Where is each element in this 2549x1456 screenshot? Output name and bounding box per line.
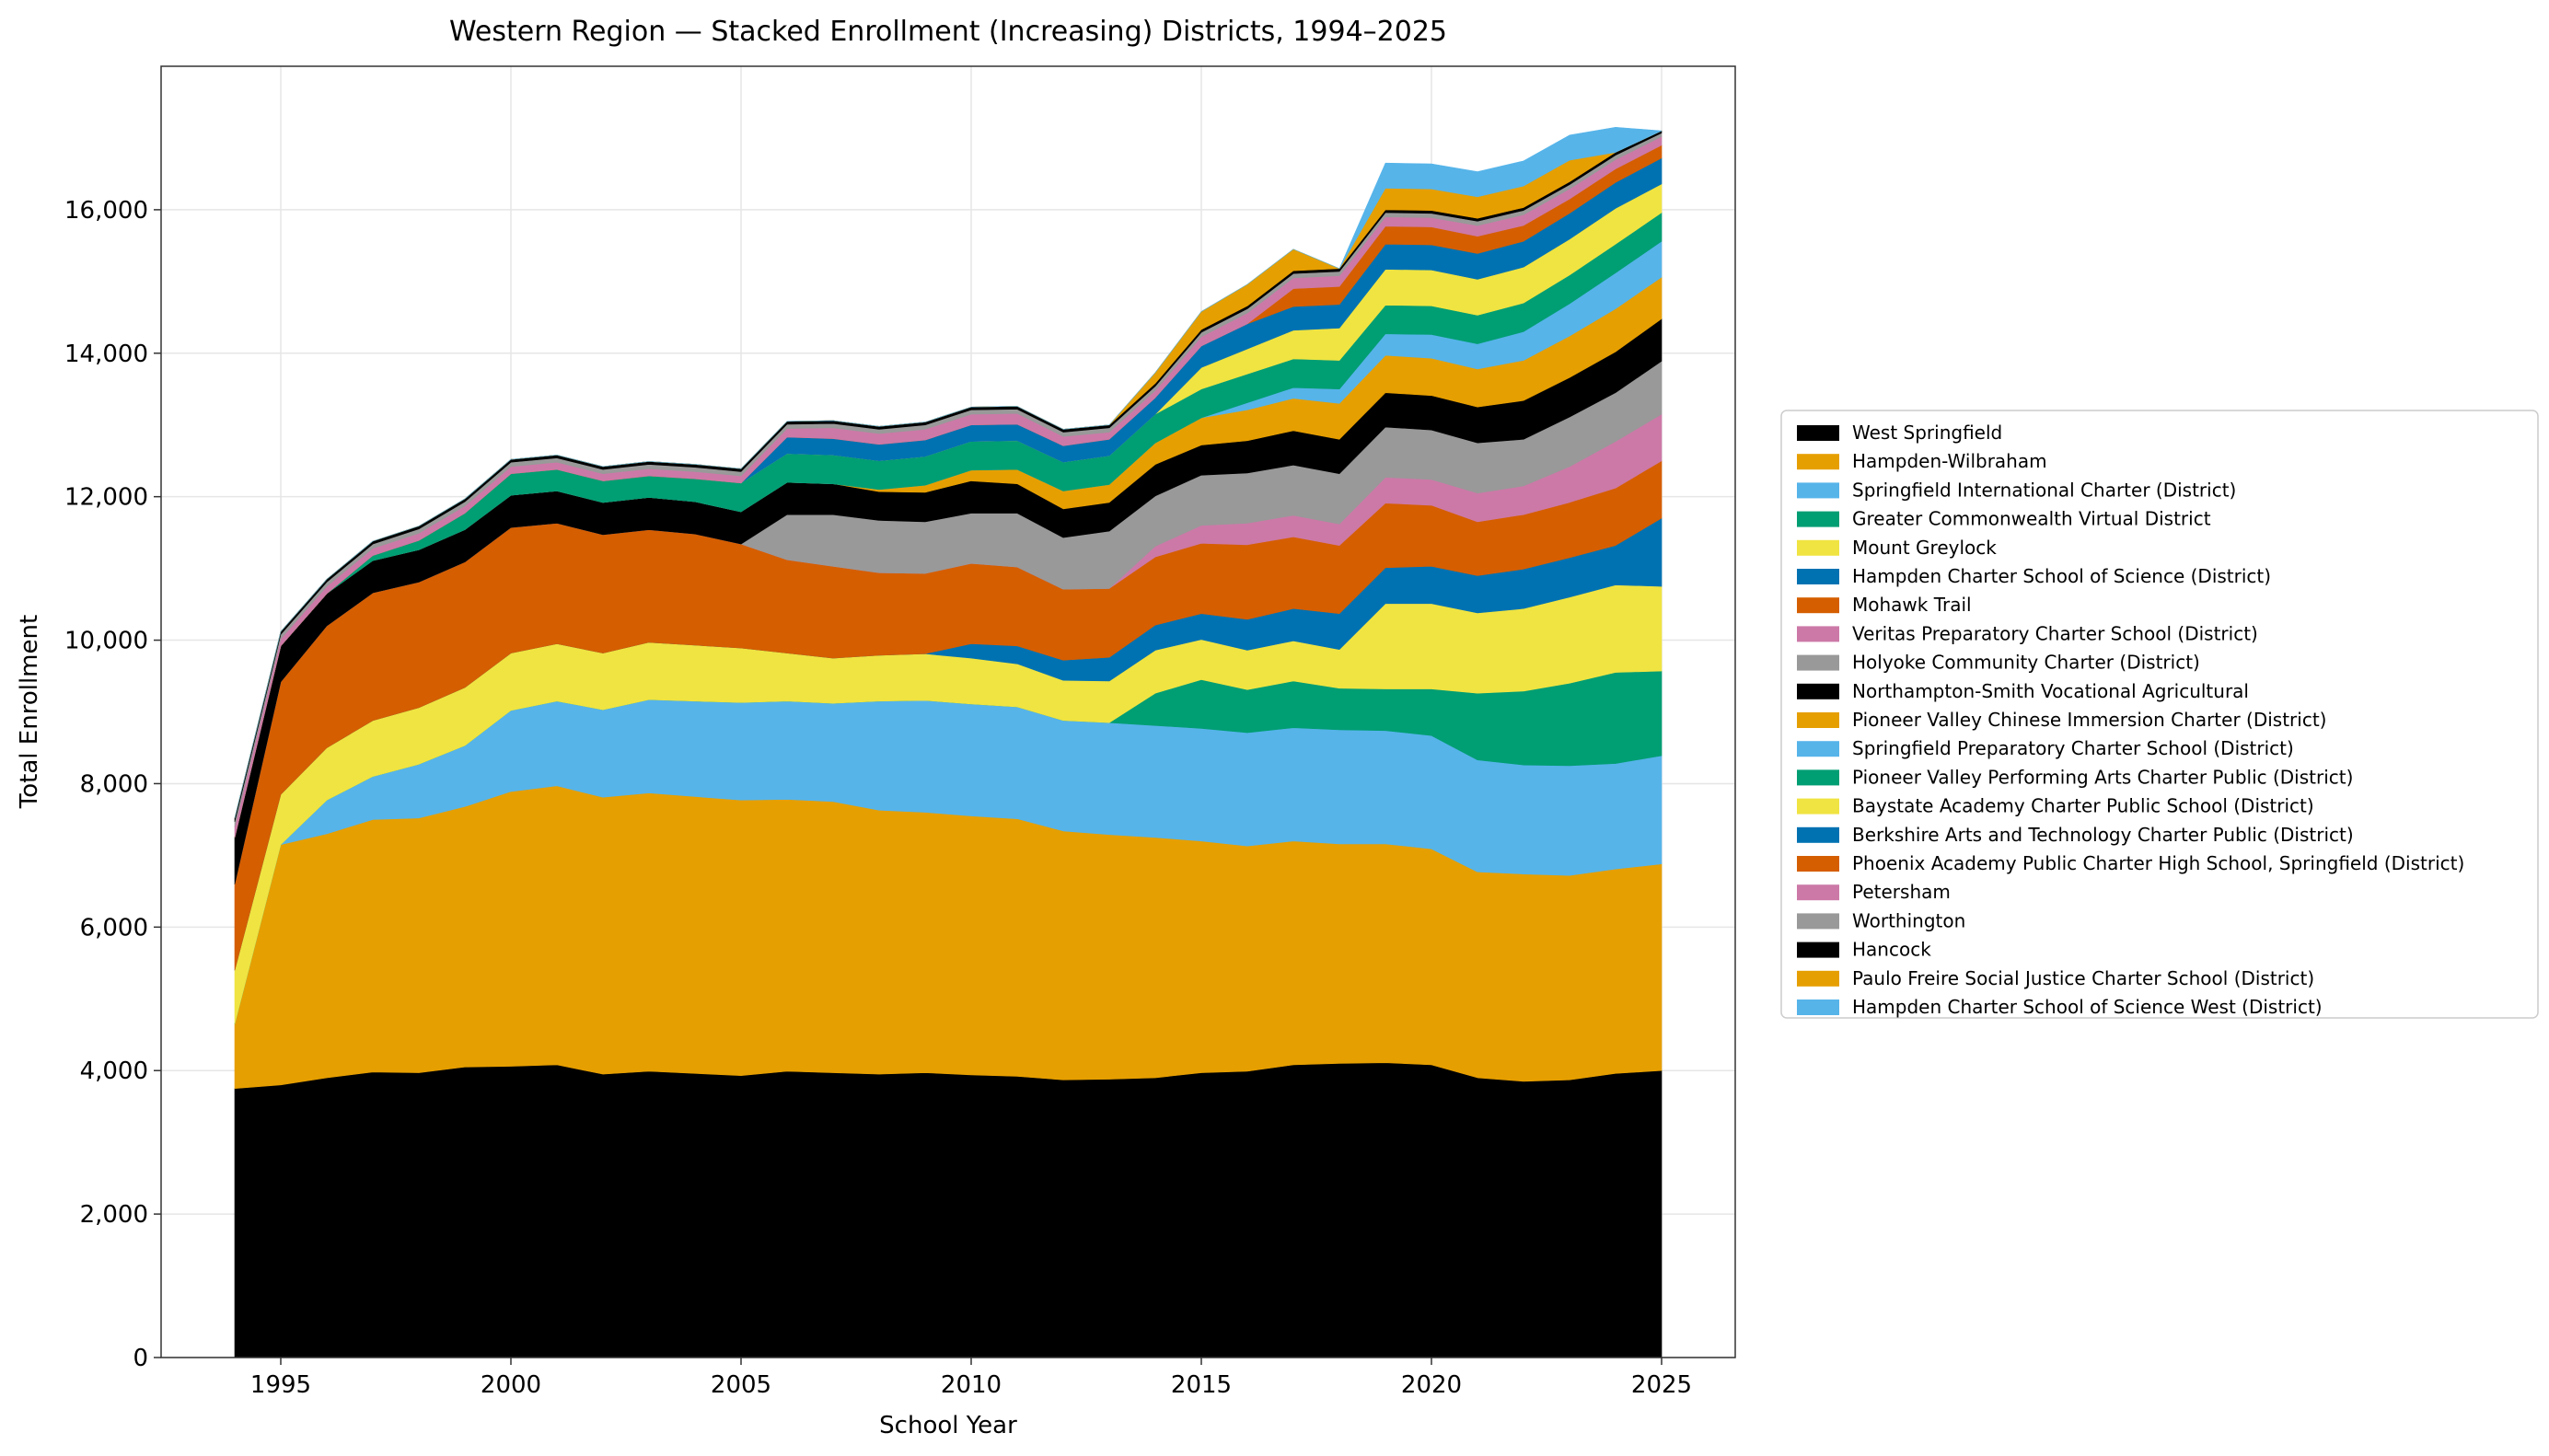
- legend-swatch: [1797, 1000, 1839, 1015]
- legend-swatch: [1797, 769, 1839, 786]
- legend-label: Berkshire Arts and Technology Charter Pu…: [1852, 824, 2354, 846]
- legend-label: Springfield International Charter (Distr…: [1852, 479, 2236, 501]
- y-tick-label: 14,000: [64, 341, 148, 368]
- legend-swatch: [1797, 454, 1839, 470]
- legend-swatch: [1797, 597, 1839, 614]
- legend-label: Greater Commonwealth Virtual District: [1852, 508, 2211, 530]
- legend-swatch: [1797, 826, 1839, 843]
- legend-label: Mohawk Trail: [1852, 594, 1972, 616]
- legend-swatch: [1797, 626, 1839, 642]
- x-tick-label: 2000: [481, 1371, 541, 1399]
- chart-title: Western Region — Stacked Enrollment (Inc…: [449, 16, 1447, 48]
- legend-swatch: [1797, 654, 1839, 671]
- legend-label: Pioneer Valley Performing Arts Charter P…: [1852, 766, 2353, 788]
- x-tick-label: 2010: [941, 1371, 1002, 1399]
- x-tick-label: 1995: [250, 1371, 311, 1399]
- y-tick-label: 0: [133, 1345, 148, 1372]
- y-tick-label: 8,000: [80, 770, 148, 798]
- x-tick-label: 2025: [1631, 1371, 1692, 1399]
- legend-label: Phoenix Academy Public Charter High Scho…: [1852, 852, 2464, 874]
- area-series-layer: [234, 126, 1663, 1358]
- legend-swatch: [1797, 856, 1839, 872]
- x-axis-label: School Year: [879, 1412, 1017, 1439]
- legend-label: Mount Greylock: [1852, 537, 1997, 559]
- legend-swatch: [1797, 884, 1839, 901]
- legend-label: West Springfield: [1852, 422, 2002, 444]
- legend-swatch: [1797, 683, 1839, 699]
- x-tick-label: 2015: [1171, 1371, 1232, 1399]
- legend-swatch: [1797, 798, 1839, 815]
- legend-label: Hancock: [1852, 939, 1931, 961]
- x-tick-label: 2005: [711, 1371, 771, 1399]
- legend-swatch: [1797, 425, 1839, 441]
- legend-label: Hampden-Wilbraham: [1852, 450, 2047, 472]
- legend-label: Paulo Freire Social Justice Charter Scho…: [1852, 967, 2314, 989]
- legend-swatch: [1797, 741, 1839, 757]
- axes: 0 2,000 4,000 6,000 8,000 10,000 12,000 14,000 1…: [64, 197, 1692, 1399]
- legend-swatch: [1797, 569, 1839, 584]
- legend-label: Baystate Academy Charter Public School (…: [1852, 795, 2314, 817]
- area-series-1: [234, 1062, 1663, 1358]
- legend-box: [1780, 410, 2539, 1019]
- y-axis-label: Total Enrollment: [16, 615, 43, 809]
- legend-label: Pioneer Valley Chinese Immersion Charter…: [1852, 709, 2326, 731]
- legend: West Springfield Hampden-Wilbraham Springf…: [1780, 410, 2539, 1019]
- legend-swatch: [1797, 712, 1839, 728]
- area-series-21: [234, 126, 1663, 819]
- legend-swatch: [1797, 913, 1839, 930]
- legend-label: Veritas Preparatory Charter School (Dist…: [1852, 622, 2258, 644]
- legend-label: Hampden Charter School of Science (Distr…: [1852, 565, 2271, 587]
- y-tick-label: 2,000: [80, 1201, 148, 1229]
- legend-label: Hampden Charter School of Science West (…: [1852, 996, 2323, 1018]
- y-tick-label: 4,000: [80, 1057, 148, 1085]
- y-tick-label: 16,000: [64, 197, 148, 225]
- legend-swatch: [1797, 511, 1839, 527]
- legend-swatch: [1797, 482, 1839, 499]
- legend-swatch: [1797, 942, 1839, 958]
- legend-label: Holyoke Community Charter (District): [1852, 652, 2200, 674]
- legend-label: Worthington: [1852, 909, 1965, 931]
- y-tick-label: 10,000: [64, 628, 148, 655]
- legend-swatch: [1797, 539, 1839, 556]
- legend-label: Northampton-Smith Vocational Agricultura…: [1852, 680, 2249, 702]
- legend-label: Springfield Preparatory Charter School (…: [1852, 737, 2294, 759]
- x-tick-label: 2020: [1401, 1371, 1462, 1399]
- y-tick-label: 12,000: [64, 484, 148, 512]
- y-tick-label: 6,000: [80, 914, 148, 942]
- legend-swatch: [1797, 970, 1839, 987]
- plot-frame: [160, 65, 1736, 1358]
- legend-label: Petersham: [1852, 881, 1951, 903]
